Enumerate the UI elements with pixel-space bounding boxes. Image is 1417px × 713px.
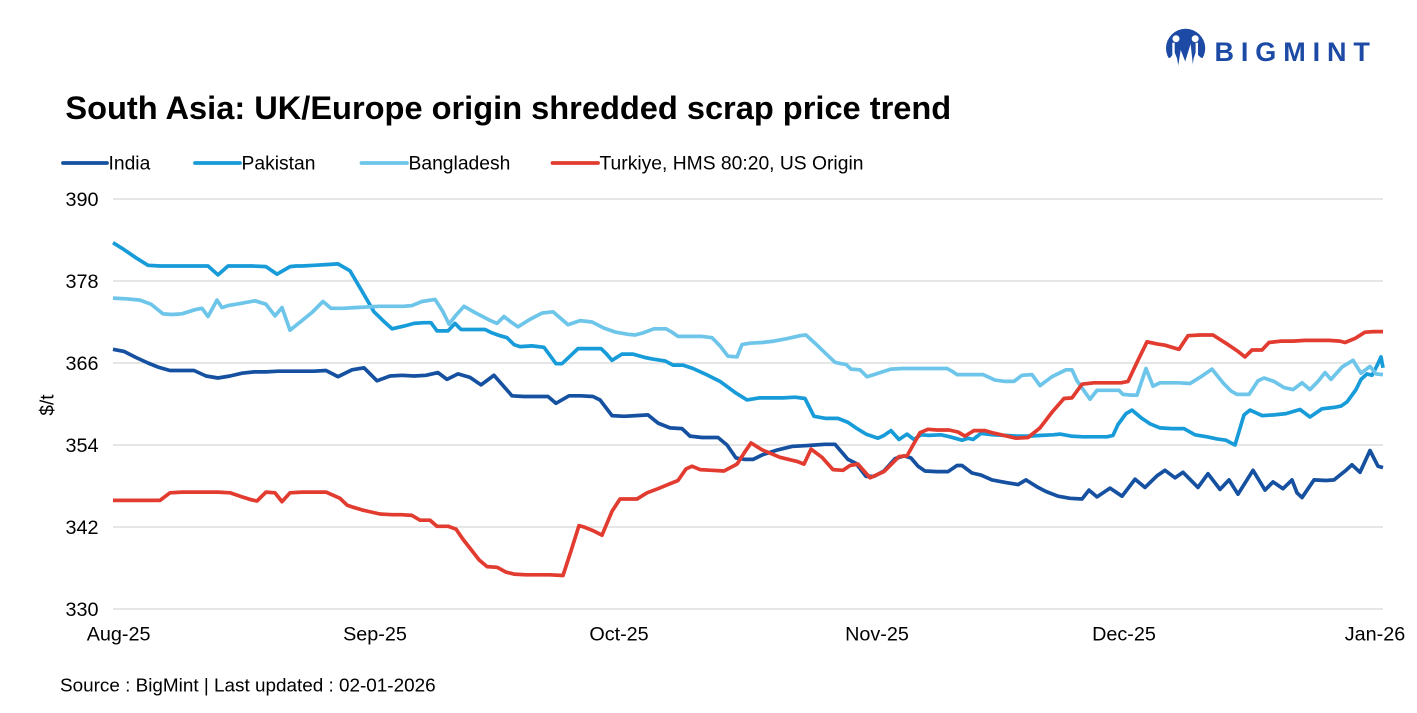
svg-text:342: 342 [65, 517, 98, 539]
svg-text:South Asia: UK/Europe origin s: South Asia: UK/Europe origin shredded sc… [65, 89, 951, 126]
svg-text:Nov-25: Nov-25 [845, 624, 909, 646]
svg-text:Bangladesh: Bangladesh [409, 154, 511, 175]
svg-text:Turkiye, HMS 80:20, US Origin: Turkiye, HMS 80:20, US Origin [600, 154, 864, 175]
svg-text:Sep-25: Sep-25 [343, 624, 407, 646]
svg-text:366: 366 [65, 353, 98, 375]
svg-text:Pakistan: Pakistan [242, 154, 316, 175]
svg-text:330: 330 [65, 599, 98, 621]
svg-text:Aug-25: Aug-25 [87, 624, 151, 646]
svg-text:Source : BigMint | Last update: Source : BigMint | Last updated : 02-01-… [60, 676, 436, 697]
svg-text:378: 378 [65, 271, 98, 293]
svg-text:BIGMINT: BIGMINT [1215, 37, 1377, 67]
svg-text:$/t: $/t [38, 394, 59, 416]
svg-text:Jan-26: Jan-26 [1345, 624, 1405, 646]
svg-text:354: 354 [65, 435, 98, 457]
svg-text:Oct-25: Oct-25 [589, 624, 648, 646]
svg-text:Dec-25: Dec-25 [1092, 624, 1156, 646]
svg-text:India: India [109, 154, 151, 175]
svg-text:390: 390 [65, 189, 98, 211]
